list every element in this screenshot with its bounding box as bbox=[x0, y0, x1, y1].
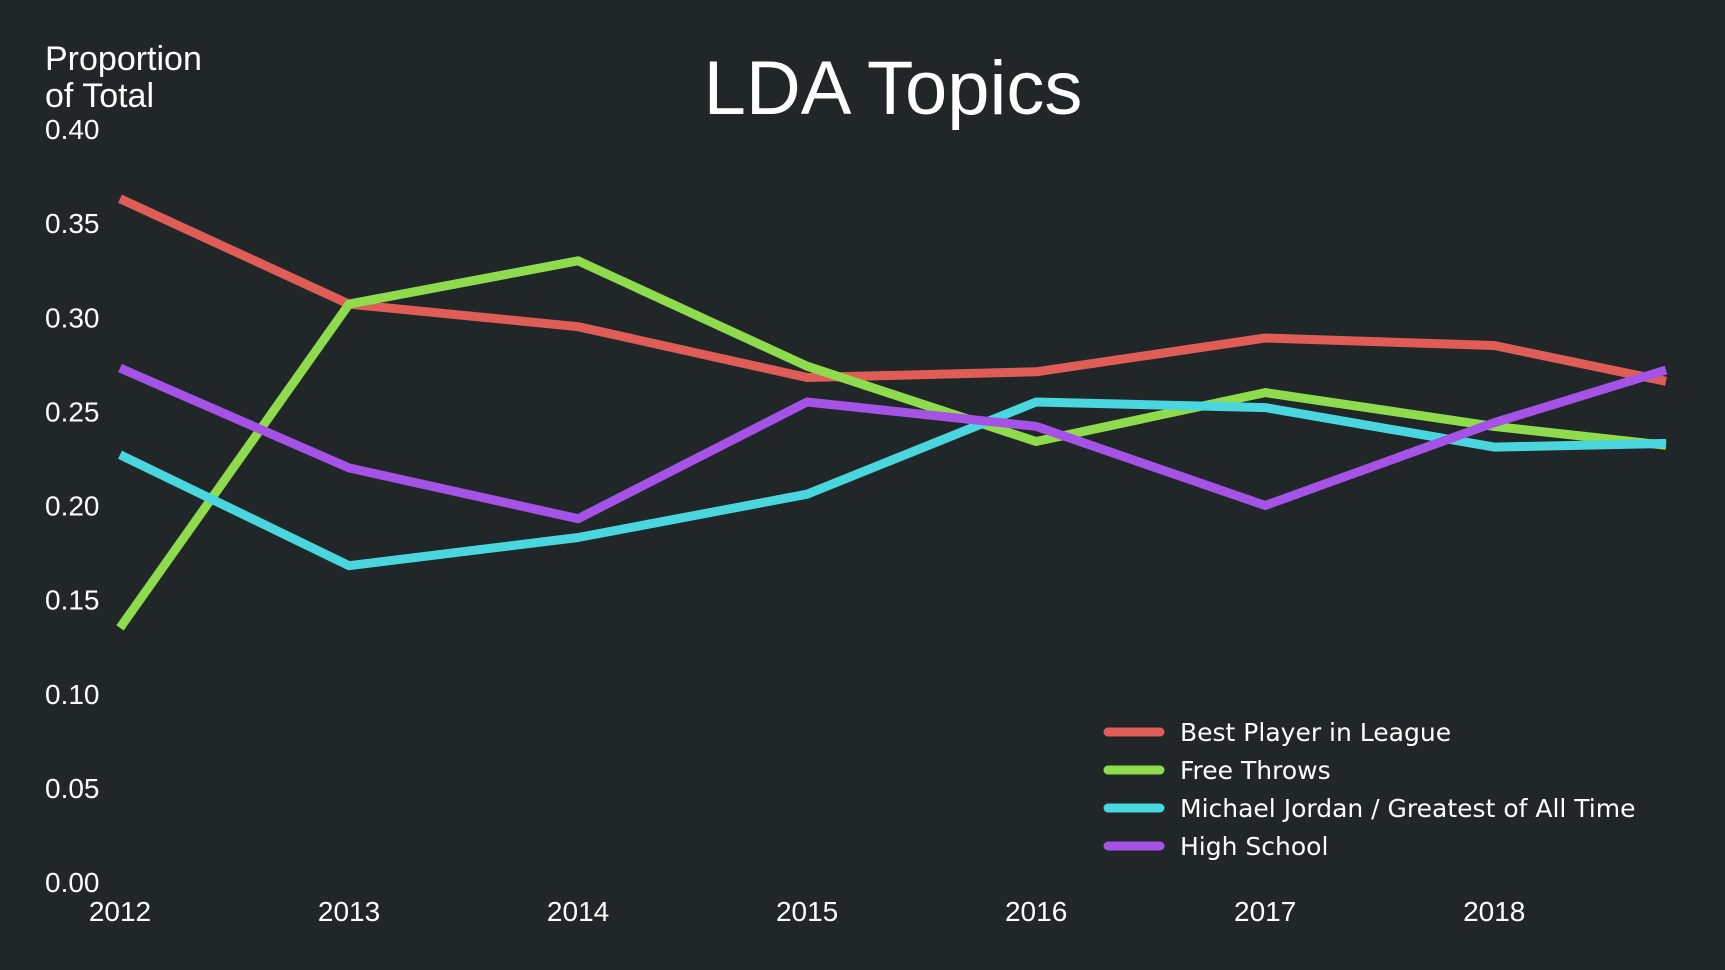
x-tick-label: 2012 bbox=[89, 896, 151, 927]
series-lines bbox=[116, 194, 1668, 631]
series-line-1 bbox=[116, 256, 1667, 631]
chart-title: LDA Topics bbox=[704, 46, 1083, 131]
x-axis-ticks: 2012 2013 2014 2015 2016 2017 2018 bbox=[89, 896, 1526, 927]
y-tick-label: 0.35 bbox=[45, 208, 100, 239]
series-line-0 bbox=[118, 194, 1667, 386]
legend: Best Player in League Free Throws Michael … bbox=[1103, 718, 1635, 861]
x-tick-label: 2017 bbox=[1234, 896, 1296, 927]
legend-label: Best Player in League bbox=[1180, 718, 1451, 747]
y-tick-label: 0.40 bbox=[45, 114, 100, 145]
x-tick-label: 2015 bbox=[776, 896, 838, 927]
y-tick-label: 0.15 bbox=[45, 585, 100, 616]
x-tick-label: 2016 bbox=[1005, 896, 1067, 927]
y-tick-label: 0.30 bbox=[45, 302, 100, 333]
legend-label: Free Throws bbox=[1180, 756, 1331, 785]
x-tick-label: 2014 bbox=[547, 896, 609, 927]
y-axis-label-line-2: of Total bbox=[45, 77, 154, 115]
x-tick-label: 2018 bbox=[1463, 896, 1525, 927]
y-tick-label: 0.05 bbox=[45, 773, 100, 804]
y-tick-label: 0.20 bbox=[45, 491, 100, 522]
series-line-3 bbox=[118, 363, 1668, 524]
legend-label: Michael Jordan / Greatest of All Time bbox=[1180, 794, 1635, 823]
y-tick-label: 0.00 bbox=[45, 867, 100, 898]
y-tick-label: 0.10 bbox=[45, 679, 100, 710]
y-tick-label: 0.25 bbox=[45, 396, 100, 427]
series-line-2 bbox=[118, 397, 1667, 571]
legend-label: High School bbox=[1180, 832, 1328, 861]
x-tick-label: 2013 bbox=[318, 896, 380, 927]
y-axis-label-line-1: Proportion bbox=[45, 40, 202, 78]
y-axis-ticks: 0.00 0.05 0.10 0.15 0.20 0.25 0.30 0.35 0.40 bbox=[45, 114, 100, 898]
